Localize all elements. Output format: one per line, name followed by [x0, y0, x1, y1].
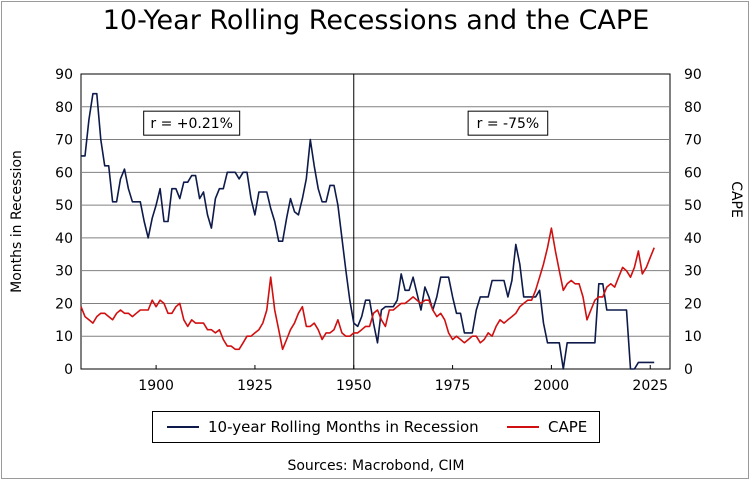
y-tick-label-right: 0 — [684, 362, 693, 378]
y-tick-label-right: 80 — [684, 100, 702, 116]
annotation-text: r = -75% — [477, 116, 540, 132]
plot-border — [80, 73, 671, 370]
series-line-recession — [81, 92, 655, 370]
x-tick-label: 2000 — [534, 378, 570, 394]
legend-label-recession: 10-year Rolling Months in Recession — [208, 418, 479, 436]
series-layer — [80, 92, 655, 370]
sources-note: Sources: Macrobond, CIM — [287, 458, 465, 474]
legend-swatch-recession — [167, 426, 199, 428]
y-tick-label-left: 80 — [55, 100, 73, 116]
y-tick-label-right: 30 — [684, 264, 702, 280]
legend-swatch-cape — [507, 426, 539, 428]
legend: 10-year Rolling Months in Recession CAPE — [152, 411, 600, 443]
y-tick-label-right: 40 — [684, 231, 702, 247]
annotation-layer: r = +0.21% r = -75% — [143, 110, 549, 136]
y-axis-title-left: Months in Recession — [9, 150, 25, 293]
annotation-text: r = +0.21% — [150, 116, 233, 132]
annotation-border — [143, 110, 241, 136]
y-tick-label-right: 90 — [684, 67, 702, 83]
legend-label-cape: CAPE — [548, 418, 588, 436]
y-axis-title-right: CAPE — [728, 181, 744, 218]
y-tick-label-left: 10 — [55, 329, 73, 345]
y-tick-label-left: 60 — [55, 165, 73, 181]
series-line-cape — [80, 227, 655, 351]
y-tick-label-left: 30 — [55, 264, 73, 280]
x-tick-label: 2025 — [632, 378, 668, 394]
y-tick-label-left: 90 — [55, 67, 73, 83]
y-tick-label-right: 20 — [684, 296, 702, 312]
annotation-box: r = -75% — [467, 110, 549, 136]
chart-title: 10-Year Rolling Recessions and the CAPE — [102, 5, 650, 36]
x-tick-label: 1975 — [435, 378, 471, 394]
y-tick-label-right: 10 — [684, 329, 702, 345]
annotation-box: r = +0.21% — [143, 110, 241, 136]
y-tick-label-left: 50 — [55, 198, 73, 214]
legend-item-cape: CAPE — [507, 412, 587, 442]
y-tick-label-left: 0 — [64, 362, 73, 378]
y-tick-label-left: 40 — [55, 231, 73, 247]
y-tick-label-left: 20 — [55, 296, 73, 312]
ticks-layer: 0 0 10 10 20 20 30 30 40 40 50 50 60 60 70 70 80 80 90 90 19… — [55, 67, 702, 394]
grid-layer — [80, 73, 671, 370]
y-tick-label-right: 50 — [684, 198, 702, 214]
y-tick-label-left: 70 — [55, 133, 73, 149]
annotation-border — [467, 110, 549, 136]
x-tick-label: 1900 — [138, 378, 174, 394]
y-tick-label-right: 60 — [684, 165, 702, 181]
legend-item-recession: 10-year Rolling Months in Recession — [167, 412, 479, 442]
x-tick-label: 1950 — [336, 378, 372, 394]
y-tick-label-right: 70 — [684, 133, 702, 149]
x-tick-label: 1925 — [237, 378, 273, 394]
